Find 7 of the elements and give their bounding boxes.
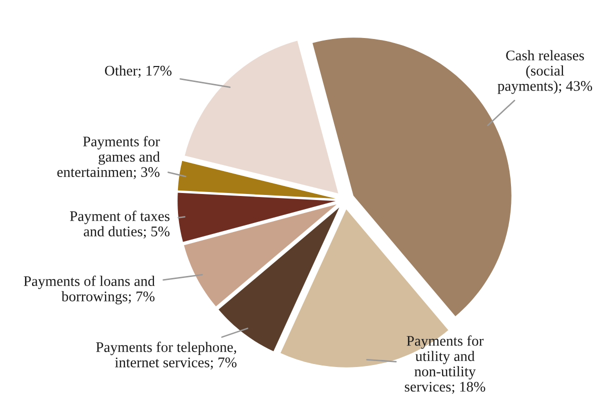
slice-label: Payments for utility and non-utility services; 18% bbox=[404, 335, 486, 394]
slice-label: Other; 17% bbox=[104, 65, 172, 78]
slice-label: Payments for games and entertainmen; 3% bbox=[57, 136, 160, 180]
slice-label: Payments for telephone, internet services; 7% bbox=[96, 342, 236, 370]
slice-label: Payment of taxes and duties; 5% bbox=[70, 210, 170, 238]
slice-label: Cash releases (social payments); 43% bbox=[498, 50, 592, 94]
slice-label: Payments of loans and borrowings; 7% bbox=[24, 276, 155, 304]
